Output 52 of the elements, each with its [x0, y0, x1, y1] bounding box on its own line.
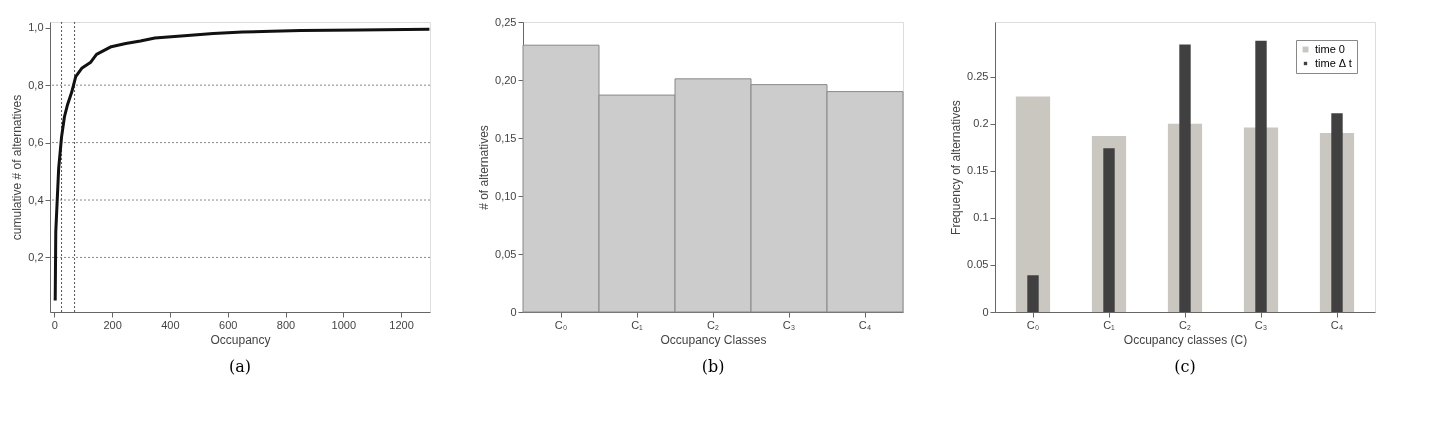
bar: [1331, 113, 1343, 312]
x-tick-label: 600: [219, 318, 238, 331]
y-tick-label: 0,05: [495, 247, 517, 260]
y-tick-label: 0,2: [28, 250, 44, 263]
legend-label: time Δ t: [1315, 56, 1352, 69]
y-tick-label: 1,0: [28, 21, 44, 34]
line-series: [53, 27, 431, 303]
y-tick-label: 0: [510, 305, 517, 318]
text: (a): [228, 357, 252, 376]
x-tick-label: 400: [161, 318, 180, 331]
y-tick-label: 0,10: [495, 189, 517, 202]
x-tick-label: C₂: [1178, 318, 1192, 331]
x-axis-title: Occupancy Classes: [660, 332, 767, 347]
y-tick-label: 0,25: [495, 15, 517, 28]
bar: [1027, 275, 1039, 312]
y-tick-label: 0.15: [967, 164, 989, 177]
legend-label: time 0: [1315, 42, 1345, 55]
y-tick-label: 0.05: [967, 258, 989, 271]
x-tick-label: C₃: [782, 318, 796, 331]
y-tick-label: 0,15: [495, 131, 517, 144]
x-tick-label: 1200: [389, 318, 414, 331]
y-tick-label: 0: [982, 305, 989, 318]
y-tick-label: 0,8: [28, 78, 44, 91]
y-tick-label: 0.2: [973, 117, 989, 130]
x-tick-label: C₂: [706, 318, 720, 331]
text: (c): [1174, 357, 1196, 376]
x-tick-label: C₄: [858, 318, 872, 331]
x-tick-label: C₀: [554, 318, 568, 331]
bar: [1255, 40, 1267, 312]
x-tick-label: 1000: [331, 318, 357, 331]
y-axis-title: # of alternatives: [477, 125, 492, 210]
bar: [1103, 148, 1115, 312]
x-tick-label: C₁: [1103, 318, 1116, 331]
x-tick-label: 800: [276, 318, 296, 331]
bar: [1179, 44, 1191, 312]
y-tick-label: 0.1: [973, 211, 989, 224]
x-tick-label: C₃: [1254, 318, 1268, 331]
bar: [1015, 96, 1051, 312]
y-tick-label: 0,20: [495, 73, 517, 86]
y-axis-title: Frequency of alternatives: [949, 100, 964, 235]
x-tick-label: 200: [103, 318, 122, 331]
x-tick-label: C₄: [1330, 318, 1344, 331]
x-axis-title: Occupancy: [210, 332, 271, 347]
text: (b): [701, 357, 725, 376]
x-tick-label: C₁: [631, 318, 644, 331]
x-axis-title: Occupancy classes (C): [1123, 332, 1248, 347]
y-axis-title: cumulative # of alternatives: [10, 94, 25, 241]
x-tick-label: 0: [51, 318, 58, 331]
x-tick-label: C₀: [1026, 318, 1040, 331]
y-tick-label: 0.25: [967, 70, 989, 83]
y-tick-label: 0,6: [28, 136, 44, 149]
y-tick-label: 0,4: [28, 193, 44, 206]
